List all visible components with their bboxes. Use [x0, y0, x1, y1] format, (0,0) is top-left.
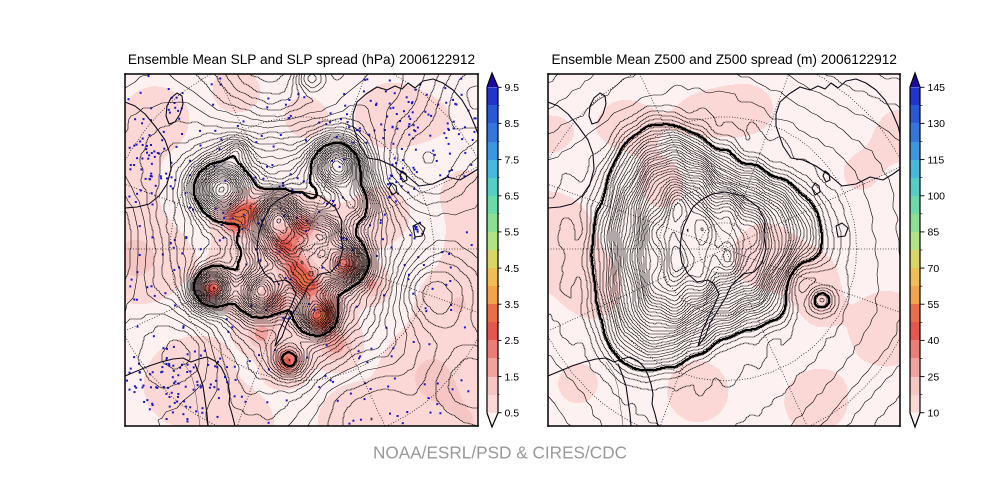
svg-text:Ensemble Mean SLP and SLP spre: Ensemble Mean SLP and SLP spread (hPa) 2… — [128, 52, 475, 67]
svg-text:8.5: 8.5 — [505, 118, 520, 130]
svg-text:85: 85 — [928, 227, 940, 239]
svg-text:7.5: 7.5 — [505, 154, 520, 166]
svg-text:100: 100 — [928, 191, 946, 203]
svg-text:5.5: 5.5 — [505, 227, 520, 239]
svg-text:4.5: 4.5 — [505, 263, 520, 275]
svg-text:40: 40 — [928, 335, 940, 347]
svg-text:145: 145 — [928, 82, 946, 94]
svg-text:10: 10 — [928, 408, 940, 420]
svg-text:6.5: 6.5 — [505, 191, 520, 203]
svg-text:0.5: 0.5 — [505, 408, 520, 420]
svg-text:2.5: 2.5 — [505, 335, 520, 347]
svg-text:70: 70 — [928, 263, 940, 275]
svg-text:Ensemble Mean Z500 and Z500 sp: Ensemble Mean Z500 and Z500 spread (m) 2… — [551, 52, 896, 67]
svg-text:9.5: 9.5 — [505, 82, 520, 94]
svg-text:55: 55 — [928, 299, 940, 311]
svg-text:115: 115 — [928, 154, 945, 166]
svg-text:130: 130 — [928, 118, 946, 130]
svg-text:1.5: 1.5 — [505, 371, 520, 383]
svg-text:NOAA/ESRL/PSD & CIRES/CDC: NOAA/ESRL/PSD & CIRES/CDC — [373, 442, 627, 462]
svg-text:3.5: 3.5 — [505, 299, 520, 311]
svg-text:25: 25 — [928, 371, 940, 383]
